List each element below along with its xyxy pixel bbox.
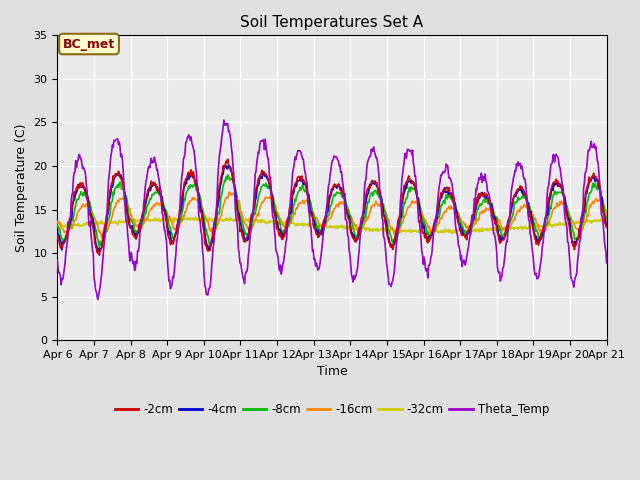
-4cm — [177, 209, 184, 215]
-8cm — [54, 222, 61, 228]
-4cm — [603, 224, 611, 230]
-16cm — [205, 226, 213, 232]
-4cm — [54, 227, 61, 233]
Theta_Temp — [220, 117, 228, 123]
Line: -4cm: -4cm — [58, 166, 607, 254]
-8cm — [603, 215, 611, 221]
-32cm — [205, 216, 213, 221]
-2cm — [63, 229, 71, 235]
Theta_Temp — [94, 297, 102, 302]
Line: -32cm: -32cm — [58, 217, 607, 233]
Theta_Temp — [603, 260, 611, 265]
-32cm — [63, 224, 71, 230]
-4cm — [205, 248, 213, 253]
Y-axis label: Soil Temperature (C): Soil Temperature (C) — [15, 123, 28, 252]
Theta_Temp — [205, 285, 213, 291]
Theta_Temp — [401, 159, 408, 165]
-16cm — [121, 199, 129, 204]
-2cm — [177, 208, 184, 214]
Line: -16cm: -16cm — [58, 192, 607, 237]
-16cm — [100, 234, 108, 240]
-4cm — [63, 229, 71, 235]
-2cm — [54, 232, 61, 238]
-32cm — [422, 230, 430, 236]
-16cm — [63, 228, 71, 234]
Theta_Temp — [417, 227, 424, 233]
-8cm — [224, 172, 232, 178]
-16cm — [401, 214, 408, 219]
-2cm — [603, 225, 611, 230]
-8cm — [63, 234, 71, 240]
X-axis label: Time: Time — [317, 365, 348, 379]
-4cm — [401, 190, 408, 195]
Text: BC_met: BC_met — [63, 37, 115, 50]
-8cm — [417, 205, 424, 211]
Theta_Temp — [177, 194, 184, 200]
Legend: -2cm, -4cm, -8cm, -16cm, -32cm, Theta_Temp: -2cm, -4cm, -8cm, -16cm, -32cm, Theta_Te… — [110, 398, 554, 420]
-8cm — [205, 236, 212, 242]
Line: -8cm: -8cm — [58, 175, 607, 247]
-4cm — [417, 212, 424, 218]
-32cm — [192, 215, 200, 220]
-8cm — [120, 186, 128, 192]
-2cm — [417, 213, 424, 219]
-16cm — [54, 218, 61, 224]
Theta_Temp — [63, 239, 71, 244]
-16cm — [177, 219, 184, 225]
-2cm — [224, 156, 232, 162]
-8cm — [401, 200, 408, 205]
-2cm — [205, 247, 213, 253]
Theta_Temp — [121, 194, 129, 200]
Line: -2cm: -2cm — [58, 159, 607, 255]
-2cm — [121, 195, 129, 201]
-2cm — [401, 183, 408, 189]
-4cm — [121, 191, 129, 197]
Title: Soil Temperatures Set A: Soil Temperatures Set A — [241, 15, 424, 30]
-32cm — [415, 229, 423, 235]
-32cm — [54, 224, 61, 229]
-4cm — [225, 163, 232, 168]
-32cm — [176, 217, 184, 223]
-16cm — [225, 189, 233, 195]
-32cm — [399, 228, 407, 234]
Line: Theta_Temp: Theta_Temp — [58, 120, 607, 300]
-2cm — [95, 252, 103, 258]
-16cm — [603, 210, 611, 216]
-32cm — [120, 219, 128, 225]
-32cm — [603, 217, 611, 223]
Theta_Temp — [54, 257, 61, 263]
-8cm — [206, 244, 214, 250]
-4cm — [95, 251, 102, 257]
-16cm — [417, 204, 424, 210]
-8cm — [176, 219, 184, 225]
